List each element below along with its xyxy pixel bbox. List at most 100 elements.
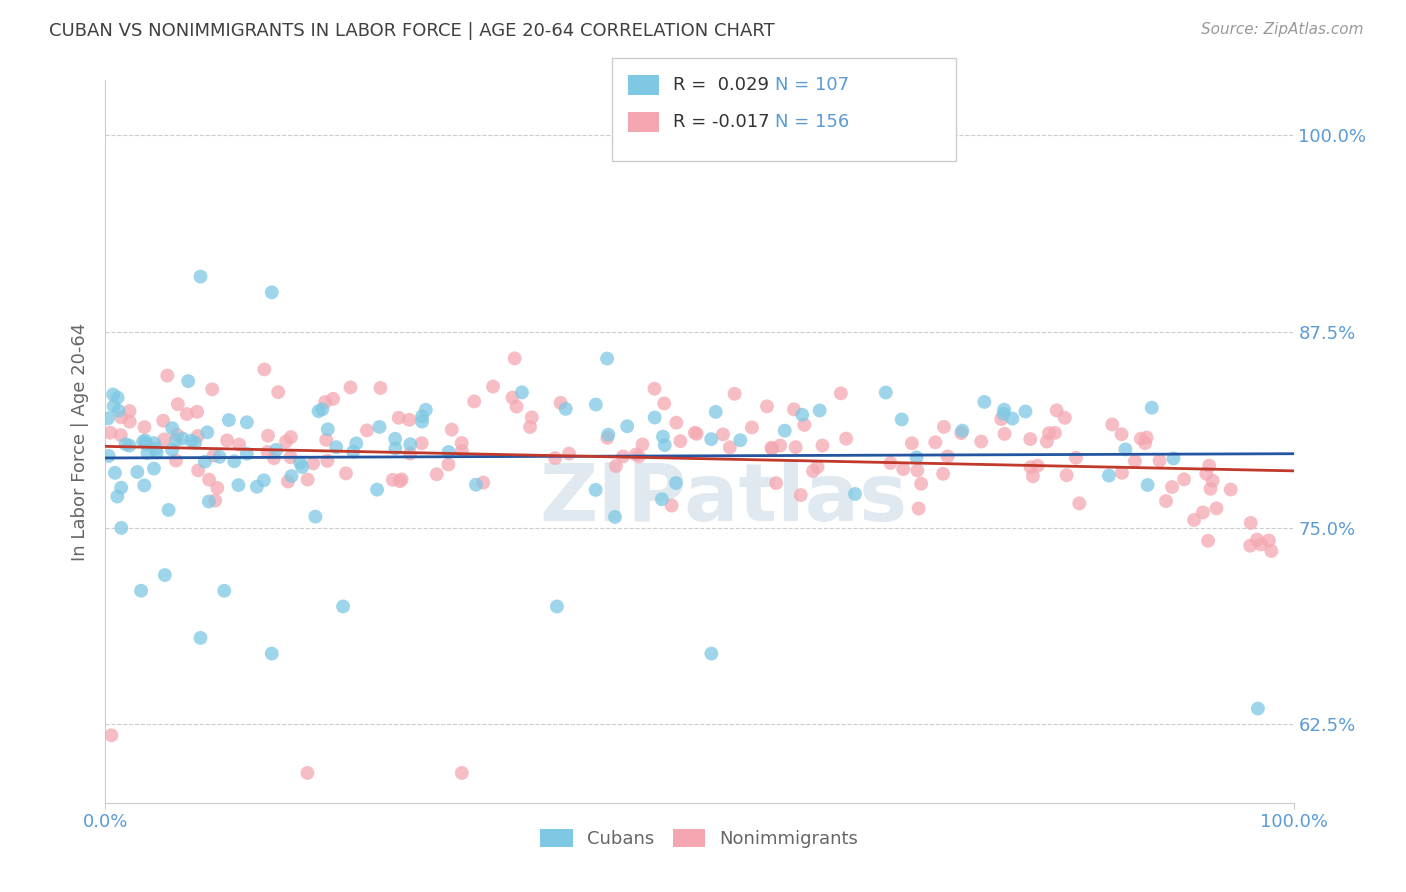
Point xyxy=(224,454,246,468)
Point xyxy=(260,647,283,661)
Point xyxy=(165,453,187,467)
Point xyxy=(291,460,314,475)
Point xyxy=(665,416,688,430)
Point xyxy=(201,382,224,396)
Point xyxy=(277,475,299,489)
Point xyxy=(501,391,523,405)
Point xyxy=(1173,472,1195,486)
Point xyxy=(808,403,831,417)
Point xyxy=(463,394,485,409)
Point xyxy=(643,382,665,396)
Point xyxy=(166,427,188,442)
Point xyxy=(844,487,866,501)
Point xyxy=(236,447,259,461)
Point xyxy=(932,467,955,481)
Point xyxy=(156,368,179,383)
Point xyxy=(472,475,495,490)
Point xyxy=(253,473,276,487)
Point xyxy=(1038,426,1060,441)
Point xyxy=(162,421,184,435)
Point xyxy=(769,438,792,452)
Point xyxy=(665,476,688,491)
Point xyxy=(110,521,132,535)
Point xyxy=(1239,539,1261,553)
Point xyxy=(207,481,229,495)
Point xyxy=(263,451,285,466)
Point xyxy=(186,405,208,419)
Point xyxy=(118,404,141,418)
Point xyxy=(730,434,752,448)
Point xyxy=(118,439,141,453)
Text: R = -0.017: R = -0.017 xyxy=(673,113,770,131)
Point xyxy=(187,463,209,477)
Point xyxy=(596,431,619,445)
Point xyxy=(264,442,287,457)
Point xyxy=(135,437,157,451)
Point xyxy=(1154,494,1177,508)
Point xyxy=(381,473,404,487)
Point xyxy=(1019,432,1042,446)
Point xyxy=(103,399,125,413)
Point xyxy=(652,396,675,410)
Point xyxy=(879,456,901,470)
Point xyxy=(384,442,406,456)
Point xyxy=(761,441,783,455)
Point xyxy=(228,478,250,492)
Point xyxy=(228,437,250,451)
Point xyxy=(391,472,413,486)
Point xyxy=(544,450,567,465)
Point xyxy=(505,400,527,414)
Point xyxy=(482,379,505,393)
Point xyxy=(835,432,858,446)
Point xyxy=(437,458,460,472)
Text: R =  0.029: R = 0.029 xyxy=(673,76,769,94)
Point xyxy=(1064,450,1087,465)
Point xyxy=(129,583,152,598)
Point xyxy=(190,631,212,645)
Point xyxy=(202,449,225,463)
Point xyxy=(558,447,581,461)
Point xyxy=(686,426,709,441)
Point xyxy=(136,446,159,460)
Point xyxy=(631,437,654,451)
Point xyxy=(384,432,406,446)
Point xyxy=(451,444,474,458)
Point xyxy=(765,476,787,491)
Point xyxy=(1247,701,1270,715)
Point xyxy=(700,432,723,446)
Point xyxy=(134,420,156,434)
Point xyxy=(792,408,814,422)
Point xyxy=(1069,496,1091,510)
Point xyxy=(450,766,472,780)
Point xyxy=(107,391,129,405)
Point xyxy=(718,441,741,455)
Point xyxy=(1026,458,1049,473)
Point xyxy=(1129,432,1152,446)
Point xyxy=(790,488,813,502)
Point xyxy=(1001,411,1024,425)
Point xyxy=(1043,425,1066,440)
Point xyxy=(344,436,367,450)
Point xyxy=(1101,417,1123,432)
Point xyxy=(399,446,422,460)
Point xyxy=(905,450,928,465)
Point xyxy=(651,492,673,507)
Point xyxy=(1257,533,1279,548)
Point xyxy=(280,450,302,465)
Point xyxy=(907,501,929,516)
Point xyxy=(134,434,156,448)
Point xyxy=(145,445,167,459)
Point xyxy=(1019,460,1042,475)
Point xyxy=(1149,453,1171,467)
Point xyxy=(316,422,339,436)
Point xyxy=(153,568,176,582)
Point xyxy=(190,812,212,826)
Point xyxy=(723,386,745,401)
Text: CUBAN VS NONIMMIGRANTS IN LABOR FORCE | AGE 20-64 CORRELATION CHART: CUBAN VS NONIMMIGRANTS IN LABOR FORCE | … xyxy=(49,22,775,40)
Text: ZIPatlas: ZIPatlas xyxy=(538,460,907,539)
Point xyxy=(1036,434,1059,449)
Point xyxy=(644,410,666,425)
Point xyxy=(936,450,959,464)
Point xyxy=(519,420,541,434)
Point xyxy=(683,425,706,440)
